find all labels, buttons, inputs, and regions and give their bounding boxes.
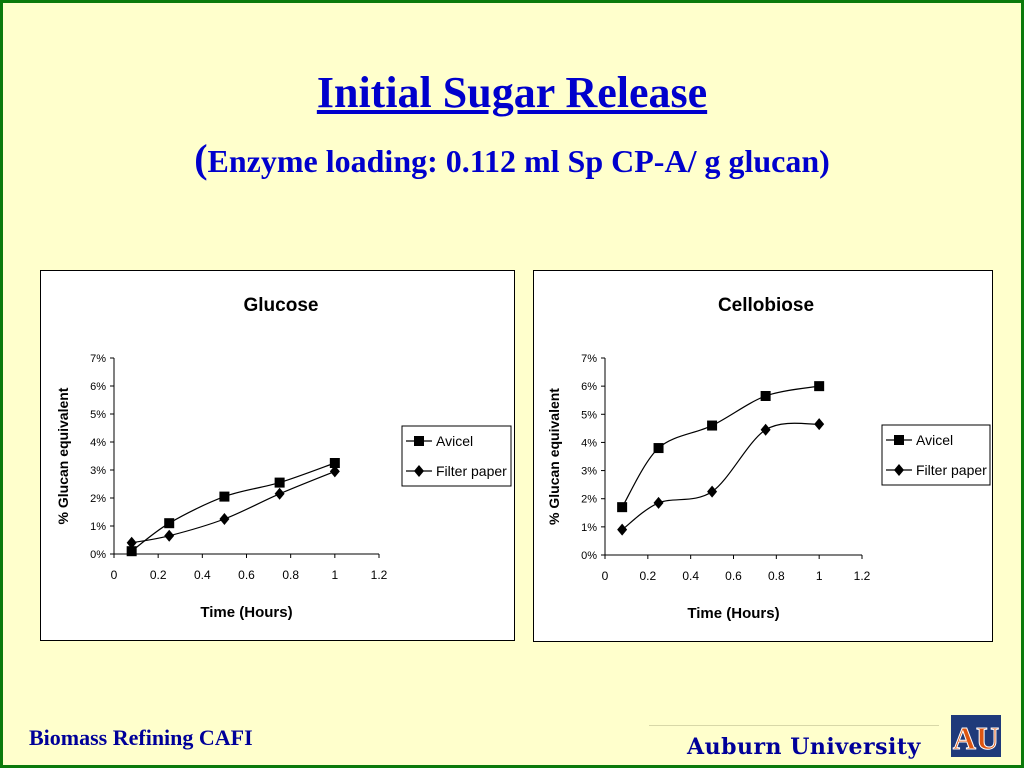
cellobiose-chart-frame: Cellobiose 0% 1% 2% 3% 4% 5% 6% 7% 0 0.2 0.4 0.6 0.8 1… — [533, 270, 993, 642]
data-point-series-1 — [653, 443, 664, 454]
y-tick-label: 1% — [90, 521, 106, 533]
x-tick-label: 0.2 — [639, 569, 656, 583]
y-tick-label: 0% — [581, 550, 597, 562]
x-tick-label: 0.8 — [768, 569, 785, 583]
cellobiose-chart: Cellobiose 0% 1% 2% 3% 4% 5% 6% 7% 0 0.2 0.4 0.6 0.8 1… — [546, 295, 991, 622]
y-tick-label: 0% — [90, 549, 106, 561]
x-tick-label: 0 — [111, 568, 118, 582]
footer-organization: Biomass Refining CAFI — [29, 725, 253, 750]
y-axis-label: % Glucan equivalent — [55, 387, 71, 524]
data-point-series-1 — [617, 502, 628, 513]
y-axis-label: % Glucan equivalent — [546, 388, 562, 525]
y-tick-label: 4% — [90, 437, 106, 449]
data-point-series-1 — [219, 491, 230, 502]
footer-divider — [649, 725, 939, 726]
data-point-series-1 — [274, 477, 285, 488]
legend-label-1: Avicel — [916, 432, 953, 448]
series-line-2 — [131, 470, 336, 544]
x-tick-label: 0.4 — [194, 568, 211, 582]
au-logo-icon: AU — [951, 715, 1001, 757]
y-tick-label: 7% — [581, 353, 597, 365]
data-point-series-1 — [814, 381, 825, 392]
y-tick-label: 3% — [581, 466, 597, 478]
y-tick-label: 1% — [581, 522, 597, 534]
x-tick-label: 1.2 — [371, 568, 388, 582]
legend-marker-2 — [414, 465, 424, 477]
y-tick-label: 5% — [90, 409, 106, 421]
chart-title: Cellobiose — [718, 295, 814, 316]
subtitle-open-paren: ( — [194, 136, 208, 181]
x-tick-label: 1 — [331, 568, 338, 582]
y-tick-label: 2% — [90, 493, 106, 505]
data-point-series-1 — [760, 390, 771, 401]
slide-title: Initial Sugar Release — [316, 68, 708, 117]
data-point-series-2 — [617, 523, 628, 536]
y-tick-label: 4% — [581, 437, 597, 449]
series-line-1 — [621, 385, 820, 508]
legend-label-2: Filter paper — [436, 463, 507, 479]
slide-subtitle: (Enzyme loading: 0.112 ml Sp CP-A/ g glu… — [3, 135, 1021, 182]
y-tick-label: 3% — [90, 465, 106, 477]
data-point-series-2 — [814, 418, 825, 431]
auburn-logo: AU — [949, 711, 1003, 766]
y-tick-label: 5% — [581, 409, 597, 421]
x-axis-label: Time (Hours) — [200, 604, 292, 621]
y-tick-label: 7% — [90, 353, 106, 365]
data-point-series-1 — [707, 420, 718, 431]
footer-university: Auburn University — [687, 734, 921, 760]
data-point-series-2 — [760, 423, 771, 436]
legend-marker-1 — [894, 435, 904, 445]
x-tick-label: 0.8 — [282, 568, 299, 582]
legend-box — [401, 425, 512, 487]
legend-label-1: Avicel — [436, 433, 473, 449]
subtitle-text: Enzyme loading: 0.112 ml Sp CP-A/ g gluc… — [207, 143, 830, 179]
data-point-series-2 — [219, 513, 230, 525]
x-tick-label: 1.2 — [854, 569, 871, 583]
x-tick-label: 0.4 — [682, 569, 699, 583]
x-axis-label: Time (Hours) — [687, 605, 779, 622]
legend-label-2: Filter paper — [916, 462, 987, 478]
x-tick-label: 0.2 — [150, 568, 167, 582]
data-point-series-2 — [164, 529, 175, 542]
data-point-series-2 — [653, 496, 664, 509]
x-tick-label: 0.6 — [725, 569, 742, 583]
data-point-series-1 — [329, 458, 340, 468]
series-line-2 — [621, 422, 820, 531]
data-point-series-2 — [707, 485, 718, 498]
data-point-series-2 — [274, 487, 285, 500]
chart-title: Glucose — [244, 295, 319, 316]
logo-text: AU — [953, 720, 999, 756]
glucose-chart: Glucose 0% 1% 2% 3% 4% 5% 6% 7% 0 0.2 0.4 0.6 0.8 1 1.2… — [55, 295, 512, 621]
y-tick-label: 6% — [90, 381, 106, 393]
data-point-series-2 — [329, 465, 340, 478]
data-point-series-1 — [126, 546, 137, 557]
x-tick-label: 0.6 — [238, 568, 255, 582]
x-tick-label: 1 — [816, 569, 823, 583]
y-tick-label: 2% — [581, 494, 597, 506]
legend-marker-1 — [414, 436, 424, 446]
legend-marker-2 — [894, 464, 904, 476]
data-point-series-1 — [164, 518, 175, 529]
y-tick-label: 6% — [581, 381, 597, 393]
glucose-chart-frame: Glucose 0% 1% 2% 3% 4% 5% 6% 7% 0 0.2 0.4 0.6 0.8 1 1.2… — [40, 270, 515, 641]
x-tick-label: 0 — [602, 569, 609, 583]
